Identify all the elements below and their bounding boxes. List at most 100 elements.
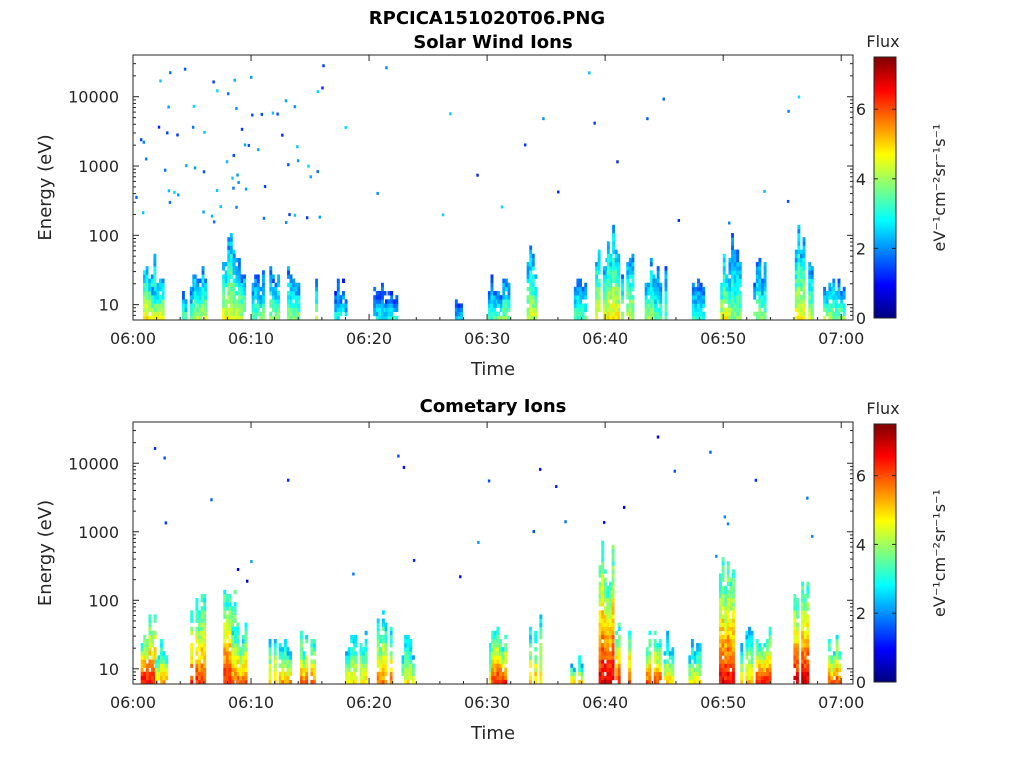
heatmap-cell <box>294 315 298 321</box>
heatmap-cell <box>404 647 408 652</box>
heatmap-cell <box>760 675 764 681</box>
heatmap-cell <box>555 485 558 489</box>
heatmap-cell <box>364 655 368 660</box>
heatmap-cell <box>611 647 615 652</box>
heatmap-cell <box>576 291 580 296</box>
heatmap-cell <box>795 606 799 611</box>
heatmap-cell <box>726 606 730 611</box>
heatmap-cell <box>254 282 258 288</box>
heatmap-cell <box>611 659 615 664</box>
heatmap-cell <box>143 291 146 296</box>
heatmap-cell <box>738 270 742 275</box>
heatmap-cell <box>653 643 657 648</box>
heatmap-cell <box>490 303 494 308</box>
heatmap-cell <box>649 307 653 313</box>
heatmap-cell <box>724 614 728 619</box>
heatmap-cell <box>300 655 303 660</box>
heatmap-cell <box>606 598 610 603</box>
heatmap-cell <box>203 655 207 660</box>
heatmap-cell <box>601 647 605 652</box>
heatmap-cell <box>289 299 293 304</box>
heatmap-cell <box>794 253 798 259</box>
heatmap-cell <box>729 659 733 664</box>
heatmap-cell <box>609 282 613 288</box>
heatmap-cell <box>617 311 621 317</box>
heatmap-cell <box>315 315 319 321</box>
heatmap-cell <box>225 655 229 660</box>
heatmap-cell <box>803 659 807 664</box>
heatmap-cell <box>359 667 363 673</box>
heatmap-cell <box>606 291 610 296</box>
heatmap-cell <box>827 643 831 648</box>
heatmap-cell <box>801 593 805 599</box>
heatmap-cell <box>800 286 803 292</box>
heatmap-cell <box>161 315 165 321</box>
heatmap-cell <box>797 249 801 255</box>
heatmap-cell <box>755 651 759 656</box>
heatmap-cell <box>649 270 653 275</box>
heatmap-cell <box>273 655 277 660</box>
heatmap-cell <box>598 618 602 623</box>
heatmap-cell <box>143 643 147 648</box>
heatmap-cell <box>364 663 368 668</box>
heatmap-cell <box>491 663 495 668</box>
heatmap-cell <box>237 270 241 275</box>
heatmap-cell <box>806 618 810 623</box>
heatmap-cell <box>557 190 560 194</box>
heatmap-cell <box>143 307 146 313</box>
heatmap-cell <box>736 315 740 321</box>
heatmap-cell <box>359 647 363 652</box>
heatmap-cell <box>721 614 725 619</box>
heatmap-cell <box>802 299 806 304</box>
heatmap-cell <box>151 663 154 668</box>
heatmap-cell <box>148 671 152 677</box>
heatmap-cell <box>797 224 801 230</box>
heatmap-cell <box>233 610 237 615</box>
heatmap-cell <box>406 663 410 668</box>
heatmap-cell <box>724 589 728 595</box>
heatmap-cell <box>501 647 505 652</box>
heatmap-cell <box>148 295 152 300</box>
heatmap-cell <box>148 651 152 656</box>
heatmap-cell <box>699 303 703 308</box>
heatmap-cell <box>345 675 348 681</box>
heatmap-cell <box>614 262 618 267</box>
heatmap-cell <box>162 671 166 677</box>
heatmap-cell <box>151 655 154 660</box>
heatmap-cell <box>168 200 172 204</box>
heatmap-cell <box>748 634 751 640</box>
heatmap-cell <box>823 303 827 308</box>
heatmap-cell <box>588 71 591 75</box>
heatmap-cell <box>628 643 632 648</box>
heatmap-cell <box>606 602 610 607</box>
heatmap-cell <box>573 299 577 304</box>
heatmap-cell <box>745 667 749 673</box>
heatmap-cell <box>153 286 157 292</box>
heatmap-cell <box>274 286 278 292</box>
heatmap-cell <box>693 659 697 664</box>
heatmap-cell <box>728 286 732 292</box>
heatmap-cell <box>142 140 146 144</box>
heatmap-cell <box>694 311 698 317</box>
heatmap-cell <box>731 315 734 321</box>
heatmap-cell <box>758 651 762 656</box>
heatmap-cell <box>621 274 624 279</box>
heatmap-cell <box>229 249 233 255</box>
heatmap-cell <box>601 569 605 574</box>
heatmap-cell <box>663 659 667 664</box>
heatmap-cell <box>236 659 240 664</box>
heatmap-cell <box>644 295 648 300</box>
heatmap-cell <box>336 311 340 317</box>
heatmap-cell <box>491 651 495 656</box>
heatmap-cell <box>795 655 799 660</box>
heatmap-cell <box>803 610 807 615</box>
heatmap-cell <box>342 291 345 296</box>
heatmap-cell <box>581 291 585 296</box>
heatmap-cell <box>758 659 762 664</box>
heatmap-cell <box>283 663 287 668</box>
heatmap-cell <box>294 291 298 296</box>
heatmap-cell <box>359 671 363 677</box>
heatmap-cell <box>835 634 839 640</box>
heatmap-cell <box>802 262 806 267</box>
heatmap-cell <box>200 655 204 660</box>
